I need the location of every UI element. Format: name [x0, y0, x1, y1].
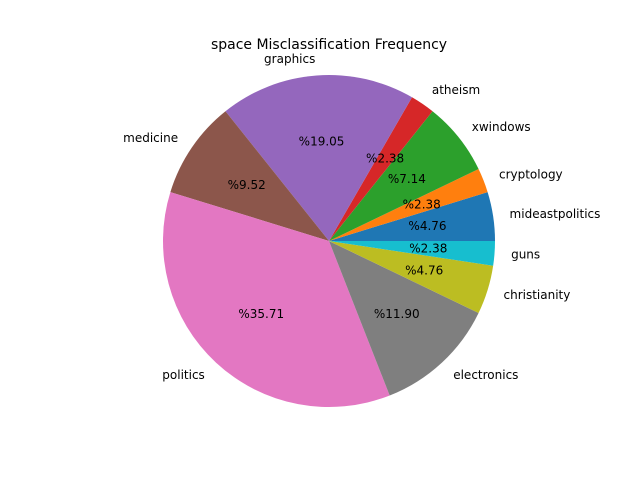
pie-slice-guns — [329, 241, 495, 266]
percent-label-graphics: %19.05 — [299, 135, 345, 149]
pie-slice-medicine — [170, 111, 329, 241]
category-label-politics: politics — [162, 368, 205, 382]
category-label-cryptology: cryptology — [499, 167, 563, 181]
percent-label-xwindows: %7.14 — [388, 172, 426, 186]
pie-slice-xwindows — [329, 111, 479, 241]
category-label-mideastpolitics: mideastpolitics — [510, 207, 601, 221]
category-label-atheism: atheism — [432, 83, 480, 97]
percent-label-electronics: %11.90 — [374, 307, 420, 321]
percent-label-atheism: %2.38 — [366, 152, 404, 166]
category-label-xwindows: xwindows — [472, 120, 531, 134]
pie-slice-electronics — [329, 241, 479, 396]
pie-slice-cryptology — [329, 168, 488, 241]
category-labels: mideastpolitics cryptology xwindows atheism… — [123, 52, 600, 382]
percent-label-medicine: %9.52 — [228, 178, 266, 192]
percent-label-mideastpolitics: %4.76 — [408, 219, 446, 233]
pie-slice-mideastpolitics — [329, 192, 495, 241]
pie-slice-graphics — [225, 75, 413, 241]
percent-label-cryptology: %2.38 — [403, 198, 441, 212]
percent-label-guns: %2.38 — [409, 241, 447, 255]
pie-slice-christianity — [329, 241, 494, 314]
category-label-electronics: electronics — [453, 368, 518, 382]
pie-slices — [162, 75, 495, 407]
pie-slice-politics — [162, 192, 390, 407]
percent-label-christianity: %4.76 — [405, 263, 443, 277]
pie-slice-atheism — [329, 97, 433, 241]
chart-title: space Misclassification Frequency — [211, 37, 447, 53]
category-label-christianity: christianity — [503, 288, 570, 302]
category-label-graphics: graphics — [264, 52, 315, 66]
percent-label-politics: %35.71 — [238, 307, 284, 321]
percent-labels: %4.76 %2.38 %7.14 %2.38 %19.05 %9.52 %35.71 %11… — [228, 135, 448, 321]
category-label-medicine: medicine — [123, 131, 178, 145]
category-label-guns: guns — [511, 248, 540, 262]
